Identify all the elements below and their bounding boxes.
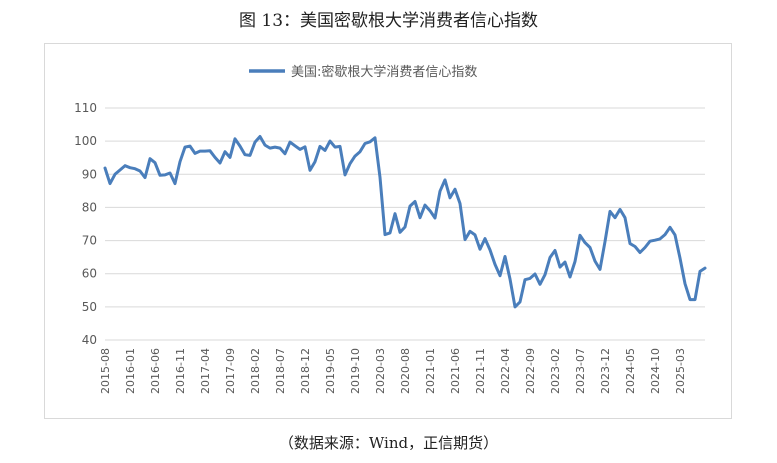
x-tick-label: 2016-06	[149, 348, 162, 394]
y-axis-ticks: 40 50 60 70 80 90 100 110	[74, 101, 97, 347]
x-tick-label: 2019-10	[349, 348, 362, 394]
series-line	[103, 135, 707, 309]
gridlines	[105, 107, 705, 341]
source-note: （数据来源：Wind，正信期货）	[278, 434, 499, 452]
x-tick-label: 2015-08	[99, 348, 112, 394]
x-tick-label: 2017-09	[224, 348, 237, 394]
x-tick-label: 2016-01	[124, 348, 137, 394]
x-tick-label: 2020-08	[399, 348, 412, 394]
x-tick-label: 2024-10	[649, 348, 662, 394]
x-tick-label: 2021-06	[449, 348, 462, 394]
x-tick-label: 2018-02	[249, 348, 262, 394]
x-tick-label: 2025-03	[674, 348, 687, 394]
x-tick-label: 2016-11	[174, 348, 187, 394]
legend-label: 美国:密歇根大学消费者信心指数	[291, 64, 477, 80]
x-axis-ticks: 2015-08 2016-01 2016-06 2016-11 2017-04 2017-…	[99, 348, 687, 394]
x-tick-label: 2022-04	[499, 348, 512, 394]
series-layer	[103, 135, 707, 309]
x-tick-label: 2020-03	[374, 348, 387, 394]
legend: 美国:密歇根大学消费者信心指数	[249, 64, 477, 80]
x-tick-label: 2023-07	[574, 348, 587, 394]
x-tick-label: 2021-01	[424, 348, 437, 394]
x-tick-label: 2022-09	[524, 348, 537, 394]
y-tick-label: 40	[82, 333, 97, 347]
x-tick-label: 2021-11	[474, 348, 487, 394]
x-tick-label: 2024-05	[624, 348, 637, 394]
y-tick-label: 110	[74, 101, 97, 115]
x-tick-label: 2019-05	[324, 348, 337, 394]
x-tick-label: 2018-12	[299, 348, 312, 394]
x-tick-label: 2018-07	[274, 348, 287, 394]
line-chart: 40 50 60 70 80 90 100 110 2015-08 2016-01 2016-06…	[74, 64, 707, 394]
chart-frame: 40 50 60 70 80 90 100 110 2015-08 2016-01 2016-06…	[44, 43, 732, 419]
figure-title: 图 13：美国密歇根大学消费者信心指数	[238, 11, 539, 31]
y-tick-label: 100	[74, 134, 97, 148]
y-tick-label: 60	[82, 267, 97, 281]
x-tick-label: 2017-04	[199, 348, 212, 394]
x-tick-label: 2023-02	[549, 348, 562, 394]
y-tick-label: 90	[82, 167, 97, 181]
y-tick-label: 50	[82, 300, 97, 314]
y-tick-label: 70	[82, 234, 97, 248]
y-tick-label: 80	[82, 200, 97, 214]
x-tick-label: 2023-12	[599, 348, 612, 394]
